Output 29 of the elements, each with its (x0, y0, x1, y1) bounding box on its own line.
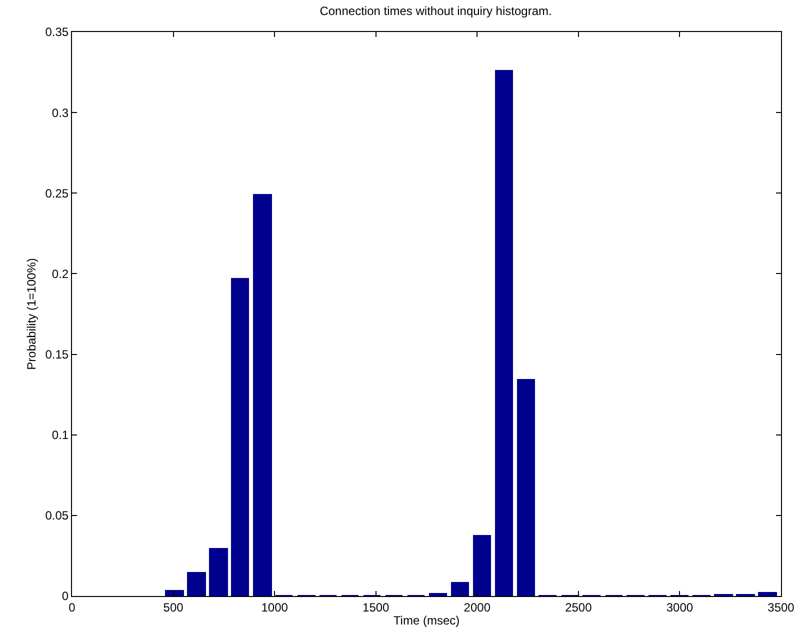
bar (165, 590, 184, 596)
x-axis-title: Time (msec) (393, 613, 460, 628)
bar (517, 379, 535, 596)
bar (187, 572, 206, 596)
y-tick-label: 0.3 (52, 106, 69, 120)
y-tick-label: 0.25 (45, 186, 69, 200)
bar (209, 548, 228, 596)
x-tick-label: 3000 (666, 600, 694, 614)
y-tick-label: 0.05 (45, 508, 69, 523)
y-tick-label: 0.1 (52, 428, 69, 442)
x-tick-label: 2500 (565, 600, 592, 614)
x-tick-label: 500 (163, 600, 184, 614)
bar (231, 278, 249, 596)
y-tick-label: 0.35 (45, 25, 69, 40)
y-axis-title: Probability (1=100%) (24, 258, 39, 370)
x-tick-label: 2000 (464, 600, 491, 614)
x-tick-label: 3500 (768, 600, 795, 614)
y-tick-label: 0 (62, 589, 69, 604)
chart-title: Connection times without inquiry histogram. (320, 4, 552, 18)
bar (451, 582, 469, 596)
bar (495, 70, 513, 596)
bar (758, 592, 777, 596)
bar (473, 535, 491, 596)
bar (429, 593, 447, 596)
bar (253, 194, 272, 596)
x-tick-label: 1500 (362, 600, 390, 614)
y-tick-label: 0.2 (52, 266, 69, 281)
x-tick-label: 1000 (261, 600, 288, 614)
y-tick-label: 0.15 (45, 347, 69, 362)
